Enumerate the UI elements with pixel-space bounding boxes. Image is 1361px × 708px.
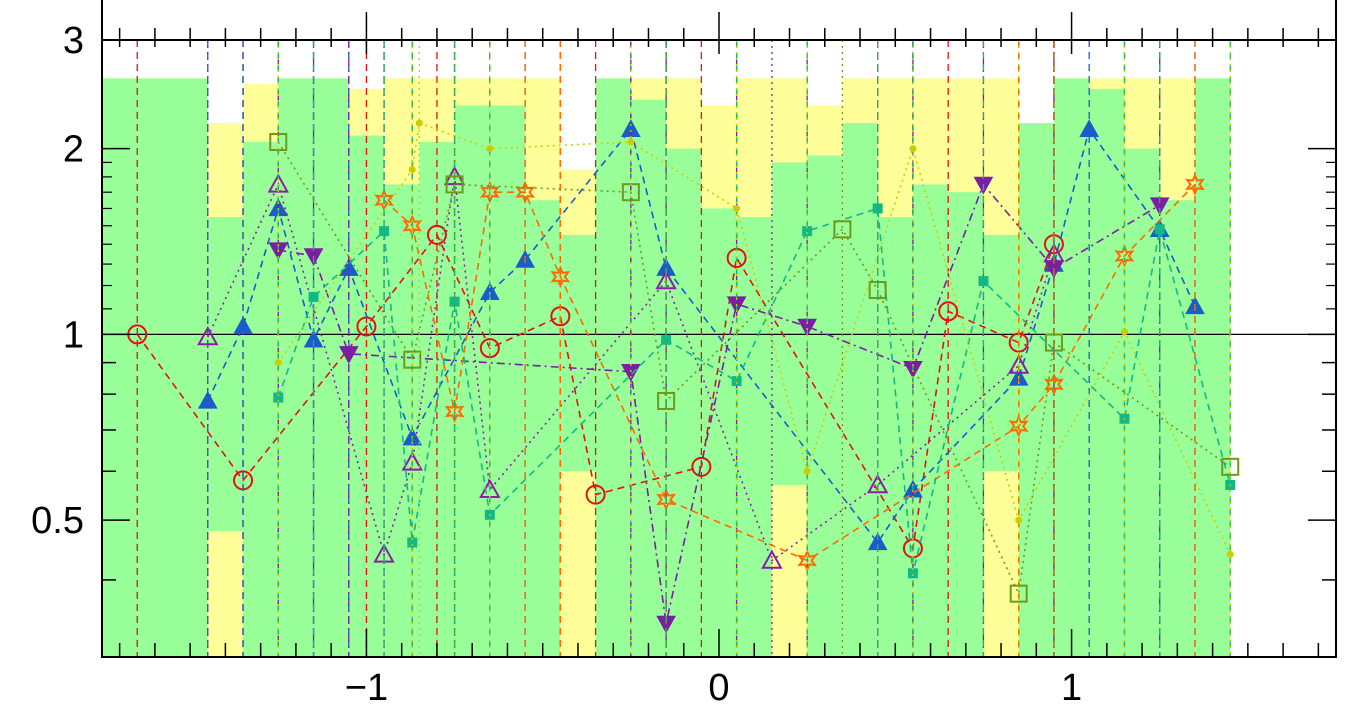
data-point <box>1079 119 1100 137</box>
y-tick-labels: 0.5 1 2 3 <box>31 20 84 542</box>
data-point <box>866 473 889 494</box>
band-inner <box>172 78 208 657</box>
y-tick-label: 2 <box>63 129 84 171</box>
data-point <box>269 133 288 152</box>
band-inner <box>1053 78 1090 657</box>
data-point <box>445 175 464 194</box>
series-line <box>383 183 1196 562</box>
data-point <box>803 467 811 475</box>
data-point <box>379 226 390 237</box>
data-point <box>691 456 712 477</box>
data-point <box>486 145 494 153</box>
data-point <box>197 326 219 346</box>
data-point <box>1044 372 1064 396</box>
data-point <box>657 391 676 410</box>
data-point <box>273 392 284 403</box>
data-point <box>1154 224 1165 235</box>
data-point <box>627 138 635 146</box>
data-point <box>1221 457 1240 476</box>
data-point <box>868 281 887 300</box>
band-inner <box>560 234 596 472</box>
series-line <box>207 176 1055 562</box>
band-inner <box>1194 78 1231 657</box>
band-inner <box>948 192 984 657</box>
data-point <box>407 537 418 548</box>
band-inner <box>137 78 173 657</box>
data-point <box>550 265 571 289</box>
data-point <box>444 399 465 423</box>
data-point <box>733 204 741 212</box>
x-tick-label: 1 <box>1061 667 1082 708</box>
band-inner <box>877 216 913 657</box>
band-inner <box>842 123 878 657</box>
data-point <box>1185 172 1205 196</box>
data-point <box>938 301 959 322</box>
data-point <box>761 549 783 569</box>
data-point <box>1015 516 1023 524</box>
data-point <box>1008 414 1029 438</box>
data-point <box>1114 244 1135 268</box>
data-point <box>585 484 606 505</box>
band-inner <box>666 148 702 657</box>
data-point <box>1009 584 1028 603</box>
band-inner <box>207 216 244 532</box>
series-line <box>136 233 1055 551</box>
data-point <box>1226 550 1234 558</box>
data-point <box>909 145 917 153</box>
band-inner <box>807 155 843 657</box>
series-layer <box>127 40 1240 657</box>
band-inner <box>278 78 314 657</box>
data-point <box>408 166 416 174</box>
data-point <box>661 334 672 345</box>
data-point <box>802 226 813 237</box>
data-point <box>1120 328 1128 336</box>
band-inner <box>1089 88 1125 657</box>
band-inner <box>912 184 949 657</box>
data-point <box>1044 333 1063 352</box>
y-tick-label: 3 <box>63 20 84 62</box>
x-tick-label: 0 <box>708 667 729 708</box>
data-point <box>426 224 447 245</box>
band-inner <box>313 78 349 657</box>
uncertainty-bands <box>102 78 1231 657</box>
data-point <box>655 270 677 290</box>
band-inner <box>384 184 420 657</box>
band-inner <box>630 99 667 657</box>
data-point <box>449 296 460 307</box>
band-inner <box>525 200 561 657</box>
data-point <box>233 316 253 335</box>
data-point <box>401 451 423 471</box>
series <box>274 40 1234 657</box>
band-inner <box>1124 148 1160 657</box>
data-point <box>403 350 422 369</box>
y-tick-label: 1 <box>63 314 84 356</box>
data-point <box>274 359 282 367</box>
data-point <box>338 346 359 364</box>
data-point <box>833 220 852 239</box>
band-inner <box>102 78 138 657</box>
axis-ticks <box>102 12 1336 657</box>
data-point <box>415 119 423 127</box>
band-inner <box>736 216 772 657</box>
band-inner <box>983 234 1019 472</box>
data-point <box>308 291 319 302</box>
series-line <box>277 122 1231 555</box>
x-tick-label: −1 <box>345 667 388 708</box>
data-point <box>907 568 918 579</box>
data-point <box>978 276 989 287</box>
data-point <box>1007 354 1030 374</box>
data-point <box>731 376 742 387</box>
x-tick-labels: −1 0 1 <box>345 667 1082 708</box>
y-tick-label: 0.5 <box>31 500 84 542</box>
band-inner <box>243 142 279 657</box>
series-line <box>277 207 1231 574</box>
